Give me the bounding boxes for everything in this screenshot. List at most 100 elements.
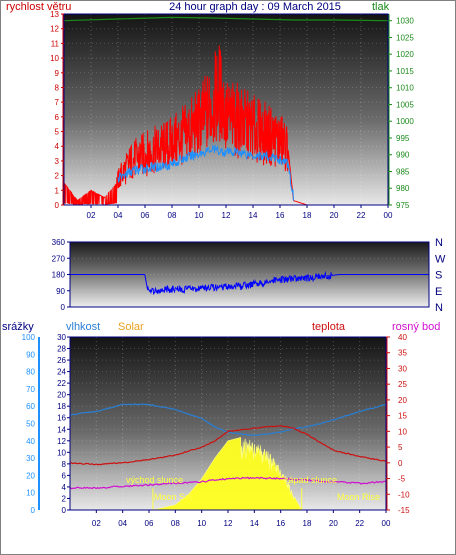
sunrise-label: východ slunce (126, 475, 183, 485)
temperature-tick-label: 30 (398, 364, 407, 373)
pressure-axis-label: tlak (372, 1, 390, 13)
time-tick-label: 06 (141, 211, 150, 220)
pressure-tick-label: 1000 (396, 117, 414, 126)
wind-speed-tick-label: 6 (55, 113, 60, 122)
dewpoint-line (69, 476, 387, 490)
direction-tick-label: 270 (52, 254, 66, 263)
time-tick-label: 10 (195, 211, 204, 220)
time-tick-label: 14 (249, 211, 258, 220)
temperature-tick-label: -5 (398, 475, 406, 484)
wind-speed-tick-label: 8 (55, 83, 60, 92)
rain-tick-label: 40 (26, 437, 35, 446)
wind-speed-tick-label: 9 (55, 69, 60, 78)
time-tick-label: 06 (145, 519, 154, 528)
time-tick-label: 20 (329, 519, 338, 528)
humidity-tick-label: 10 (57, 448, 66, 457)
wind-speed-tick-label: 11 (51, 39, 60, 48)
pressure-tick-label: 1025 (396, 33, 414, 42)
humidity-tick-label: 20 (57, 391, 66, 400)
graph-title: 24 hour graph day : 09 March 2015 (169, 1, 341, 13)
pressure-tick-label: 975 (396, 201, 410, 210)
moonrise-label: Moon Rise (337, 492, 380, 502)
wind-speed-tick-label: 2 (55, 172, 60, 181)
temperature-tick-label: 40 (398, 333, 407, 342)
rain-tick-label: 0 (31, 506, 36, 515)
temperature-tick-label: -10 (398, 490, 410, 499)
rain-tick-label: 90 (26, 350, 35, 359)
humidity-tick-label: 2 (62, 494, 67, 503)
time-tick-label: 18 (303, 519, 312, 528)
pressure-tick-label: 980 (396, 184, 410, 193)
temperature-tick-label: 35 (398, 349, 407, 358)
wind-speed-tick-label: 12 (50, 25, 59, 34)
humidity-tick-label: 22 (57, 379, 66, 388)
time-tick-label: 16 (276, 519, 285, 528)
compass-label: E (435, 286, 442, 298)
solar-area (152, 437, 303, 511)
time-tick-label: 02 (92, 519, 101, 528)
temperature-tick-label: 15 (398, 412, 407, 421)
wind-speed-tick-label: 3 (55, 157, 60, 166)
temperature-tick-label: -15 (398, 506, 410, 515)
wind-speed-axis-label: rychlost větru (6, 1, 71, 13)
time-tick-label: 22 (355, 519, 364, 528)
direction-tick-label: 180 (52, 271, 66, 280)
wind-pressure-axes: 0123456789101112139759809859909951000100… (50, 10, 414, 220)
direction-tick-label: 360 (52, 238, 66, 247)
humidity-axis-label: vlhkost (66, 321, 100, 333)
time-tick-label: 00 (384, 211, 393, 220)
moonset-label: Moon Set (154, 492, 193, 502)
compass-label: W (435, 253, 446, 265)
time-tick-label: 22 (357, 211, 366, 220)
rain-tick-label: 20 (26, 471, 35, 480)
wind-speed-tick-label: 0 (55, 201, 60, 210)
wind-speed-tick-label: 10 (50, 54, 59, 63)
humidity-tick-label: 16 (57, 414, 66, 423)
rain-tick-label: 10 (26, 489, 35, 498)
rain-tick-label: 70 (26, 385, 35, 394)
time-tick-label: 04 (114, 211, 123, 220)
time-tick-label: 08 (171, 519, 180, 528)
wind-speed-tick-label: 7 (55, 98, 60, 107)
direction-tick-label: 90 (56, 287, 65, 296)
humidity-tick-label: 14 (57, 425, 66, 434)
wind-speed-tick-label: 1 (55, 186, 60, 195)
humidity-tick-label: 12 (57, 437, 66, 446)
time-tick-label: 20 (330, 211, 339, 220)
rain-tick-label: 80 (26, 368, 35, 377)
time-tick-label: 18 (303, 211, 312, 220)
temperature-tick-label: 25 (398, 380, 407, 389)
compass-label: N (435, 237, 443, 249)
wind-direction-line (70, 270, 429, 296)
time-tick-label: 02 (87, 211, 96, 220)
wind-average-line (117, 144, 294, 201)
humidity-tick-label: 18 (57, 402, 66, 411)
time-tick-label: 14 (250, 519, 259, 528)
wind-speed-tick-label: 13 (50, 10, 59, 19)
humidity-tick-label: 24 (57, 368, 66, 377)
rain-axis-label: srážky (2, 321, 34, 333)
direction-tick-label: 0 (61, 303, 66, 312)
pressure-tick-label: 995 (396, 134, 410, 143)
compass-label: N (435, 302, 443, 314)
rain-tick-label: 30 (26, 454, 35, 463)
solar-axis-label: Solar (118, 321, 144, 333)
pressure-tick-label: 1005 (396, 100, 414, 109)
pressure-tick-label: 990 (396, 151, 410, 160)
rain-tick-label: 50 (26, 420, 35, 429)
humidity-tick-label: 26 (57, 356, 66, 365)
time-tick-label: 04 (118, 519, 127, 528)
rain-tick-label: 100 (22, 333, 36, 342)
time-tick-label: 10 (197, 519, 206, 528)
pressure-tick-label: 985 (396, 167, 410, 176)
wind-direction-series (70, 270, 429, 296)
wind-speed-tick-label: 5 (55, 128, 60, 137)
sunset-label: západ slunce (284, 475, 337, 485)
temperature-tick-label: 10 (398, 427, 407, 436)
humidity-tick-label: 6 (62, 471, 67, 480)
temp-humidity-series (69, 403, 387, 511)
temperature-tick-label: 5 (398, 443, 403, 452)
